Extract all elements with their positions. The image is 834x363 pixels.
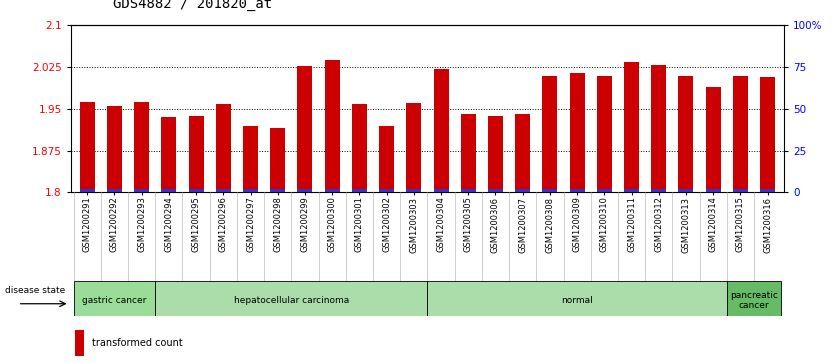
Text: pancreatic
cancer: pancreatic cancer	[730, 291, 778, 310]
Bar	[488, 189, 503, 192]
Bar	[216, 105, 231, 192]
Text: disease state: disease state	[5, 286, 66, 295]
Bar	[406, 189, 421, 192]
Bar	[107, 106, 122, 192]
Bar	[134, 189, 149, 192]
Bar	[324, 189, 339, 192]
Bar	[679, 76, 693, 192]
Bar	[80, 102, 95, 192]
Bar	[460, 189, 475, 192]
Text: normal: normal	[561, 296, 593, 305]
Bar	[733, 189, 748, 192]
Bar	[162, 117, 176, 192]
Bar	[134, 102, 149, 192]
Bar	[515, 114, 530, 192]
Bar	[434, 69, 449, 192]
Bar	[298, 189, 313, 192]
Bar	[733, 76, 748, 192]
Bar	[107, 189, 122, 192]
Bar	[352, 189, 367, 192]
Bar	[379, 189, 394, 192]
Bar	[706, 189, 721, 192]
Bar	[515, 189, 530, 192]
Bar	[542, 76, 557, 192]
Bar	[651, 189, 666, 192]
Text: hepatocellular carcinoma: hepatocellular carcinoma	[234, 296, 349, 305]
Bar	[570, 73, 585, 192]
Bar	[162, 189, 176, 192]
Bar	[216, 189, 231, 192]
Bar	[75, 330, 84, 356]
Bar	[80, 189, 95, 192]
Bar	[379, 126, 394, 192]
Bar	[760, 77, 775, 192]
Bar	[760, 189, 775, 192]
Bar	[570, 189, 585, 192]
Bar	[188, 189, 203, 192]
Bar	[624, 62, 639, 192]
Bar	[270, 129, 285, 192]
Bar	[434, 189, 449, 192]
Bar	[406, 103, 421, 192]
Bar	[624, 189, 639, 192]
Bar	[155, 281, 427, 316]
Bar	[243, 126, 258, 192]
Bar	[651, 65, 666, 192]
Bar	[679, 189, 693, 192]
Bar	[542, 189, 557, 192]
Bar	[270, 189, 285, 192]
Bar	[706, 87, 721, 192]
Bar	[597, 189, 612, 192]
Bar	[488, 115, 503, 192]
Text: transformed count: transformed count	[92, 338, 183, 348]
Bar	[298, 66, 313, 192]
Text: GDS4882 / 201820_at: GDS4882 / 201820_at	[113, 0, 272, 11]
Bar	[597, 76, 612, 192]
Bar	[243, 189, 258, 192]
Bar	[188, 116, 203, 192]
Bar	[726, 281, 781, 316]
Bar	[427, 281, 726, 316]
Bar	[460, 114, 475, 192]
Bar	[73, 281, 155, 316]
Bar	[324, 60, 339, 192]
Text: gastric cancer: gastric cancer	[83, 296, 147, 305]
Bar	[352, 105, 367, 192]
